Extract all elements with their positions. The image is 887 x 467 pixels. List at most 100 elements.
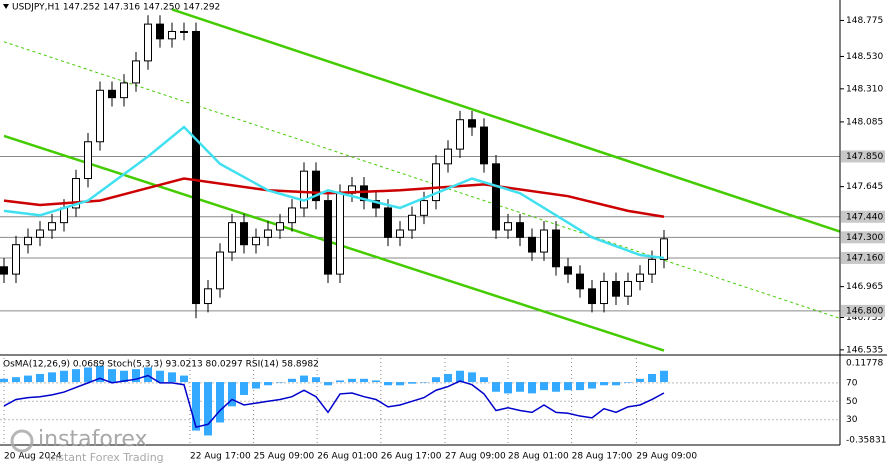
rsi-tick-label: 30	[846, 415, 858, 425]
candle-body	[312, 170, 320, 202]
candle-body	[36, 229, 44, 238]
osma-bar	[492, 382, 500, 392]
osma-bar	[480, 377, 488, 383]
level-label: 147.160	[846, 253, 883, 263]
candle-body	[540, 229, 548, 253]
osma-tick-label: -0.35831	[846, 436, 886, 446]
candle-body	[528, 236, 536, 253]
osma-bar	[540, 382, 548, 391]
watermark-brand: instaforex	[38, 427, 148, 452]
candle-body	[492, 163, 500, 231]
osma-bar	[156, 370, 164, 383]
title-marker	[3, 4, 9, 9]
osma-bar	[24, 375, 32, 383]
candle-body	[552, 229, 560, 268]
candle-body	[564, 266, 572, 275]
x-tick-label: 26 Aug 01:00	[317, 452, 378, 462]
candle-body	[240, 222, 248, 246]
axes: 148.775 148.530 148.310 148.085 147.645 146.9…	[4, 16, 886, 462]
candle-body	[48, 222, 56, 231]
level-label: 147.850	[846, 152, 883, 162]
candle-body	[180, 30, 188, 33]
indicator-panel	[0, 358, 840, 445]
osma-bar	[384, 382, 392, 386]
candle-body	[204, 288, 212, 305]
candle-body	[144, 23, 152, 62]
candle-body	[120, 82, 128, 99]
candle-body	[480, 126, 488, 165]
y-tick-label: 148.085	[846, 117, 883, 127]
osma-bar	[204, 382, 212, 436]
indicator-label: OsMA(12,26,9) 0.0689 Stoch(5,3,3) 93.021…	[3, 360, 319, 370]
osma-bar	[348, 378, 356, 383]
level-label: 146.800	[846, 306, 883, 316]
candle-body	[588, 288, 596, 305]
candle-body	[216, 251, 224, 290]
osma-bar	[264, 382, 272, 386]
candle-body	[636, 273, 644, 282]
candle-body	[0, 266, 8, 275]
osma-bar	[444, 373, 452, 383]
rsi-tick-label: 70	[846, 378, 858, 388]
candle-body	[360, 185, 368, 202]
osma-bar	[636, 378, 644, 383]
candle-body	[12, 244, 20, 275]
candle-body	[168, 30, 176, 40]
candle-body	[72, 178, 80, 209]
osma-bar	[228, 382, 236, 407]
osma-bar	[504, 382, 512, 394]
x-tick-label: 28 Aug 17:00	[572, 452, 633, 462]
osma-bar	[360, 378, 368, 383]
candle-body	[600, 280, 608, 305]
osma-bar	[312, 377, 320, 383]
candle-body	[384, 207, 392, 238]
candle-body	[456, 119, 464, 150]
candle-body	[288, 207, 296, 224]
candle-body	[252, 236, 260, 246]
candle-body	[24, 236, 32, 246]
osma-bar	[624, 382, 632, 383]
osma-bar	[192, 382, 200, 431]
osma-bar	[84, 367, 92, 383]
y-tick-label: 146.535	[846, 345, 883, 355]
osma-bar	[576, 382, 584, 391]
candle-body	[432, 163, 440, 202]
level-box	[841, 304, 885, 317]
osma-bar	[96, 365, 104, 383]
candle-body	[132, 60, 140, 84]
y-tick-label: 147.645	[846, 182, 883, 192]
osma-bar	[612, 382, 620, 386]
level-label: 147.440	[846, 212, 883, 222]
candle-body	[612, 280, 620, 297]
osma-bar	[216, 382, 224, 423]
osma-bar	[108, 369, 116, 383]
plot-area	[0, 8, 840, 352]
candle-body	[84, 141, 92, 180]
osma-bar	[456, 370, 464, 383]
candle-body	[624, 280, 632, 297]
watermark: instaforex Instant Forex Trading	[10, 427, 164, 464]
x-tick-label: 25 Aug 09:00	[254, 452, 315, 462]
candle-body	[156, 23, 164, 40]
osma-bar	[0, 378, 8, 383]
osma-bar	[432, 377, 440, 383]
osma-bar	[660, 370, 668, 383]
candle-body	[336, 192, 344, 275]
candle-body	[648, 258, 656, 275]
candle-body	[108, 89, 116, 99]
rsi-line	[3, 374, 665, 428]
osma-bar	[336, 380, 344, 383]
trendline	[3, 134, 665, 352]
osma-bar	[600, 382, 608, 386]
osma-bar	[648, 373, 656, 383]
osma-bar	[552, 382, 560, 392]
y-tick-label: 148.775	[846, 16, 883, 26]
candle-body	[60, 207, 68, 224]
level-box	[841, 150, 885, 163]
chart-title: USDJPY,H1 147.252 147.316 147.250 147.29…	[12, 3, 220, 13]
rsi-tick-label: 50	[846, 397, 858, 407]
y-tick-label: 146.755	[846, 313, 883, 323]
osma-bar	[120, 370, 128, 383]
